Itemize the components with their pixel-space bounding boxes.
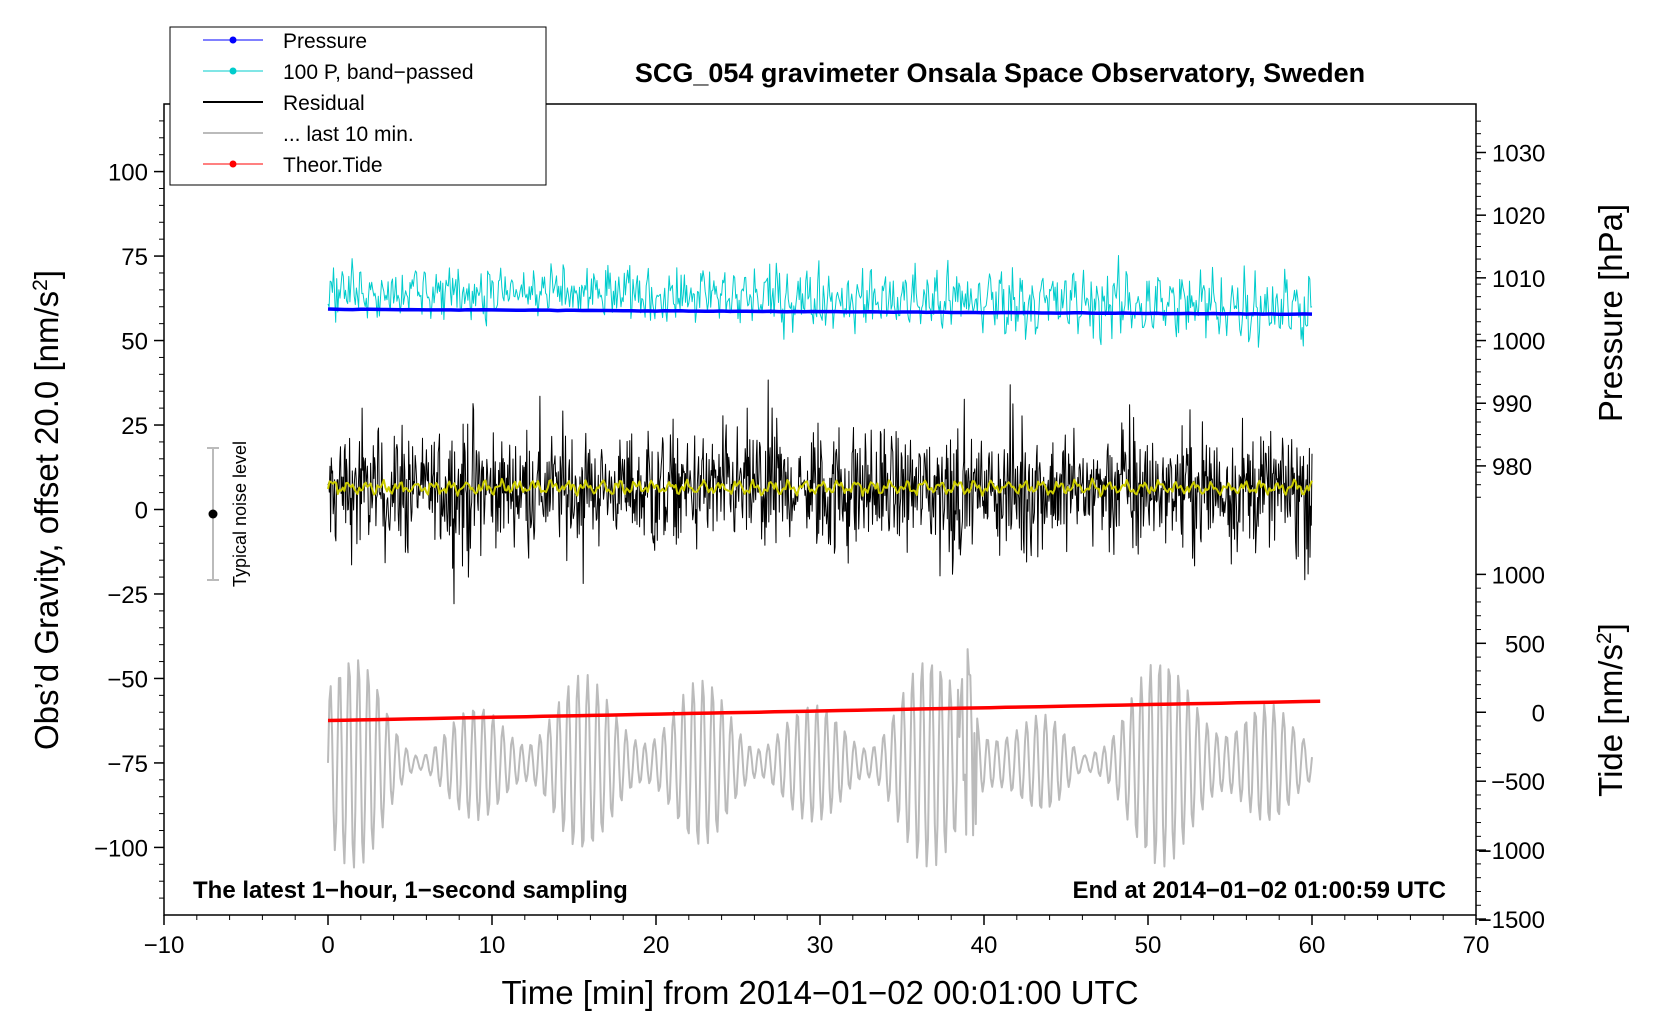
legend-marker-tide [229,160,237,168]
x-tick-label: 60 [1299,932,1326,959]
series-bandpassed [327,255,1313,348]
x-tick-label: 30 [807,932,834,959]
series-pressure [327,307,1313,317]
tide-tick-label: 1000 [1492,562,1545,589]
tide-tick-label: −1000 [1478,838,1545,865]
series-layer [327,255,1321,869]
left-axis-label-main: Obs’d Gravity, offset 20.0 [nm/s [28,291,65,750]
left-tick-label: −75 [107,751,148,778]
legend: Pressure 100 P, band−passed Residual ...… [169,26,547,186]
pressure-tick-label: 1010 [1492,266,1545,293]
x-tick-label: 40 [971,932,998,959]
note-bottom-left: The latest 1−hour, 1−second sampling [193,877,628,904]
legend-box [169,26,547,186]
series-residual [327,379,1313,605]
left-tick-label: 0 [135,498,148,525]
tide-axis-label-sup: 2 [1593,632,1616,644]
x-tick-label: −10 [144,932,185,959]
pressure-tick-label: 1000 [1492,329,1545,356]
tide-tick-label: −1500 [1478,907,1545,934]
series-last-10-min [327,648,1313,869]
noise-bar-label: Typical noise level [230,441,250,587]
series-residual-smoothed [327,477,1313,498]
left-axis-label-end: ] [28,270,65,279]
legend-label-residual: Residual [283,92,365,115]
left-tick-label: −50 [107,666,148,693]
legend-label-last10: ... last 10 min. [283,123,414,146]
x-axis-label: Time [min] from 2014−01−02 00:01:00 UTC [501,974,1138,1011]
pressure-tick-label: 990 [1492,391,1532,418]
left-tick-label: 75 [121,244,148,271]
noise-bar: Typical noise level [207,441,250,587]
plot-area [163,103,1477,916]
x-tick-label: 0 [321,932,334,959]
pressure-tick-label: 1020 [1492,203,1545,230]
legend-label-tide: Theor.Tide [283,154,383,177]
series-theoretical-tide [327,699,1321,723]
pressure-tick-label: 980 [1492,454,1532,481]
x-tick-label: 10 [479,932,506,959]
noise-bar-dot [208,509,218,519]
x-tick-label: 20 [643,932,670,959]
x-tick-label: 70 [1463,932,1490,959]
left-axis-label-sup: 2 [29,279,52,291]
left-axis-label: Obs’d Gravity, offset 20.0 [nm/s2] [28,270,65,750]
legend-label-bandpassed: 100 P, band−passed [283,61,474,84]
tide-axis-label: Tide [nm/s2] [1592,623,1629,797]
left-tick-label: 100 [108,160,148,187]
legend-marker-bandpassed [229,67,237,75]
tide-tick-label: 0 [1532,700,1545,727]
left-tick-label: 25 [121,413,148,440]
left-tick-label: 50 [121,329,148,356]
pressure-axis-label: Pressure [hPa] [1592,204,1629,422]
x-tick-label: 50 [1135,932,1162,959]
legend-label-pressure: Pressure [283,30,367,53]
tide-tick-label: −500 [1491,769,1545,796]
chart-title: SCG_054 gravimeter Onsala Space Observat… [635,58,1365,88]
ticks-layer: −10 0 10 20 30 40 50 60 70−100−75−50−25025507510… [94,120,1545,959]
pressure-tick-label: 1030 [1492,140,1545,167]
left-tick-label: −100 [94,835,148,862]
tide-axis-label-end: ] [1592,623,1629,632]
left-tick-label: −25 [107,582,148,609]
legend-marker-pressure [229,36,237,44]
tide-tick-label: 500 [1505,631,1545,658]
note-bottom-right: End at 2014−01−02 01:00:59 UTC [1072,877,1446,904]
tide-axis-label-main: Tide [nm/s [1592,644,1629,797]
